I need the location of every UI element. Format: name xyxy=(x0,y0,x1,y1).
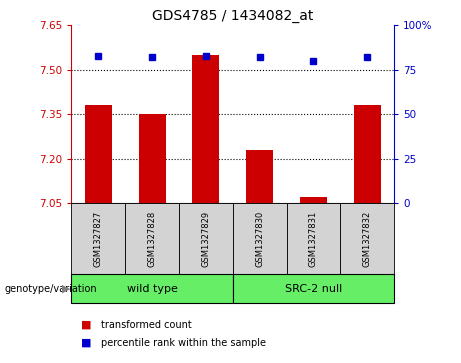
Text: ▶: ▶ xyxy=(62,284,71,294)
Text: GSM1327829: GSM1327829 xyxy=(201,211,210,267)
Bar xyxy=(125,203,179,274)
Bar xyxy=(233,274,394,303)
Bar xyxy=(300,197,327,203)
Bar xyxy=(354,105,381,203)
Bar xyxy=(193,55,219,203)
Text: ■: ■ xyxy=(81,338,91,348)
Bar xyxy=(85,105,112,203)
Title: GDS4785 / 1434082_at: GDS4785 / 1434082_at xyxy=(152,9,313,23)
Text: GSM1327830: GSM1327830 xyxy=(255,211,264,267)
Text: GSM1327831: GSM1327831 xyxy=(309,211,318,267)
Text: GSM1327832: GSM1327832 xyxy=(363,211,372,267)
Text: percentile rank within the sample: percentile rank within the sample xyxy=(101,338,266,348)
Text: SRC-2 null: SRC-2 null xyxy=(285,284,342,294)
Text: transformed count: transformed count xyxy=(101,320,192,330)
Bar xyxy=(233,203,287,274)
Text: genotype/variation: genotype/variation xyxy=(5,284,97,294)
Bar xyxy=(139,114,165,203)
Text: GSM1327828: GSM1327828 xyxy=(148,211,157,267)
Text: GSM1327827: GSM1327827 xyxy=(94,211,103,267)
Bar xyxy=(71,203,125,274)
Bar xyxy=(246,150,273,203)
Bar xyxy=(287,203,340,274)
Bar xyxy=(71,274,233,303)
Bar xyxy=(340,203,394,274)
Bar xyxy=(179,203,233,274)
Text: wild type: wild type xyxy=(127,284,177,294)
Text: ■: ■ xyxy=(81,320,91,330)
